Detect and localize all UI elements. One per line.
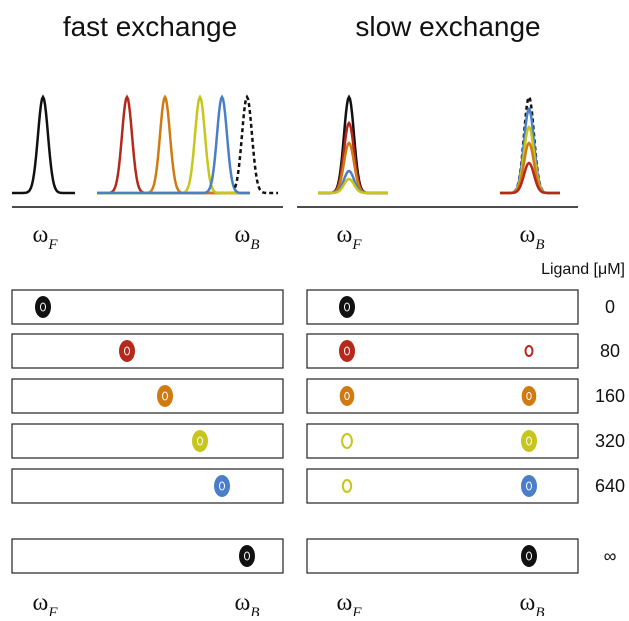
axis-label: ωF (337, 590, 363, 616)
concentration: 80 (600, 341, 620, 361)
concentration: 640 (595, 476, 625, 496)
axis-symbol: ω (33, 222, 49, 248)
contour (526, 346, 533, 356)
contour (240, 546, 254, 566)
axis-subscript: B (250, 237, 259, 253)
row-box (12, 469, 283, 503)
axis-subscript: F (47, 237, 58, 253)
contour (340, 341, 354, 361)
contour (523, 387, 536, 405)
row-box (307, 424, 578, 458)
axis-subscript: F (47, 605, 58, 616)
axis-symbol: ω (520, 222, 536, 248)
axis-symbol: ω (235, 222, 251, 248)
contour (340, 297, 354, 317)
row-box (12, 379, 283, 413)
contour-core (346, 484, 349, 489)
contour (522, 546, 536, 566)
axis-subscript: B (250, 605, 259, 616)
axis-subscript: F (351, 237, 362, 253)
axis-symbol: ω (337, 222, 353, 248)
ligand-header: Ligand [μM] (541, 261, 625, 278)
axis-label: ωF (337, 222, 363, 253)
spectrum-peak (318, 179, 388, 193)
concentration: 0 (605, 297, 615, 317)
row-box (12, 290, 283, 324)
spectra (12, 97, 560, 193)
panel-title: slow exchange (355, 11, 540, 42)
concentration: 160 (595, 386, 625, 406)
axis-label: ωB (235, 222, 260, 253)
axis-symbol: ω (337, 590, 353, 616)
axis-subscript: F (351, 605, 362, 616)
axis-symbol: ω (235, 590, 251, 616)
contour-core (528, 349, 531, 353)
hsqc-rows: 0 80 160 320 640 ∞ (12, 290, 625, 573)
spectrum-peak (12, 97, 75, 193)
spectrum-peak (318, 143, 388, 193)
axis-label: ωF (33, 590, 59, 616)
spectrum-peak (500, 109, 560, 193)
axis-label: ωB (520, 590, 545, 616)
axis-subscript: B (535, 237, 544, 253)
contour (36, 297, 50, 317)
axis-subscript: B (535, 605, 544, 616)
row-box (307, 539, 578, 573)
contour (342, 434, 352, 448)
contour (343, 480, 351, 492)
spectrum-peak (500, 127, 560, 193)
spectrum-peak (500, 163, 560, 193)
contour (522, 431, 536, 451)
contour (522, 476, 536, 496)
contour (215, 476, 229, 496)
axis-label: ωB (235, 590, 260, 616)
axis-label: ωF (33, 222, 59, 253)
contour (158, 386, 172, 406)
concentration: 320 (595, 431, 625, 451)
row-box (307, 469, 578, 503)
contour (120, 341, 134, 361)
contour-core (345, 438, 349, 444)
contour (341, 387, 354, 405)
row-box (12, 424, 283, 458)
panel-title: fast exchange (63, 11, 237, 42)
axis-symbol: ω (33, 590, 49, 616)
spectrum-peak (500, 143, 560, 193)
spectrum-peak (235, 97, 278, 193)
axis-label: ωB (520, 222, 545, 253)
figure: fast exchange slow exchange Ligand [μM] … (0, 0, 629, 616)
row-box (12, 334, 283, 368)
contour (193, 431, 207, 451)
axis-symbol: ω (520, 590, 536, 616)
concentration: ∞ (604, 546, 617, 566)
